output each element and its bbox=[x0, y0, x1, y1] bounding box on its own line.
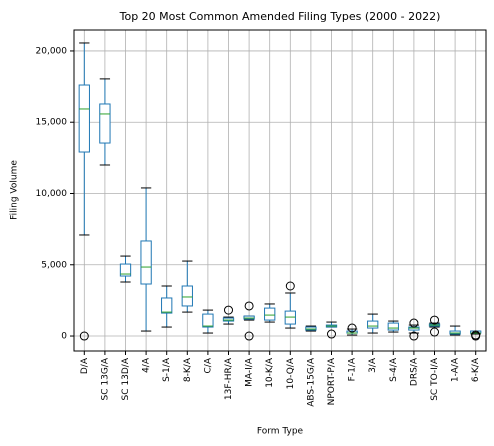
x-tick-label: SC TO-I/A bbox=[430, 357, 440, 401]
y-tick-label: 20,000 bbox=[36, 46, 68, 56]
flier bbox=[430, 315, 439, 325]
x-tick-label: 6-K/A bbox=[471, 357, 481, 382]
box bbox=[202, 313, 214, 328]
x-tick-label: 1-A/A bbox=[451, 357, 461, 382]
x-tick-label: 3/A bbox=[368, 357, 378, 373]
box bbox=[78, 84, 90, 153]
box bbox=[119, 263, 132, 277]
y-tick-label: 0 bbox=[61, 332, 67, 342]
box bbox=[99, 103, 111, 144]
flier bbox=[347, 323, 357, 333]
flier bbox=[409, 318, 419, 328]
flier bbox=[224, 305, 233, 315]
box bbox=[387, 322, 399, 331]
flier bbox=[430, 327, 439, 337]
box bbox=[161, 297, 173, 314]
x-tick-label: D/A bbox=[80, 357, 90, 374]
x-tick-label: MA-I/A bbox=[245, 357, 255, 387]
x-tick-label: 10-Q/A bbox=[286, 357, 296, 389]
x-tick-label: S-1/A bbox=[162, 357, 172, 382]
x-tick-label: 13F-HR/A bbox=[224, 357, 234, 400]
x-tick-label: DRS/A bbox=[409, 357, 419, 386]
plot-frame bbox=[73, 29, 487, 352]
flier bbox=[79, 331, 89, 341]
x-tick-label: NPORT-P/A bbox=[327, 357, 337, 405]
y-tick-label: 10,000 bbox=[36, 189, 68, 199]
box bbox=[140, 240, 152, 285]
flier bbox=[244, 301, 254, 311]
flier bbox=[471, 330, 481, 340]
x-tick-label: SC 13G/A bbox=[100, 357, 110, 400]
x-tick-label: 10-K/A bbox=[265, 357, 275, 388]
x-tick-label: S-4/A bbox=[389, 357, 399, 382]
flier bbox=[409, 331, 419, 341]
x-axis-label: Form Type bbox=[257, 427, 304, 437]
y-tick-label: 15,000 bbox=[36, 118, 68, 128]
box bbox=[264, 307, 276, 321]
x-tick-label: ABS-15G/A bbox=[306, 357, 316, 407]
y-axis-label: Filing Volume bbox=[10, 160, 20, 220]
box bbox=[181, 285, 193, 307]
flier bbox=[244, 331, 254, 341]
flier bbox=[327, 329, 336, 339]
x-tick-label: SC 13D/A bbox=[121, 357, 131, 400]
y-tick-label: 5,000 bbox=[41, 260, 67, 270]
box bbox=[367, 320, 379, 329]
chart-title: Top 20 Most Common Amended Filing Types … bbox=[119, 10, 441, 23]
x-tick-label: C/A bbox=[203, 357, 213, 373]
x-tick-label: F-1/A bbox=[348, 357, 358, 381]
x-tick-label: 4/A bbox=[142, 357, 152, 373]
flier bbox=[285, 281, 295, 291]
x-tick-label: 8-K/A bbox=[183, 357, 193, 382]
